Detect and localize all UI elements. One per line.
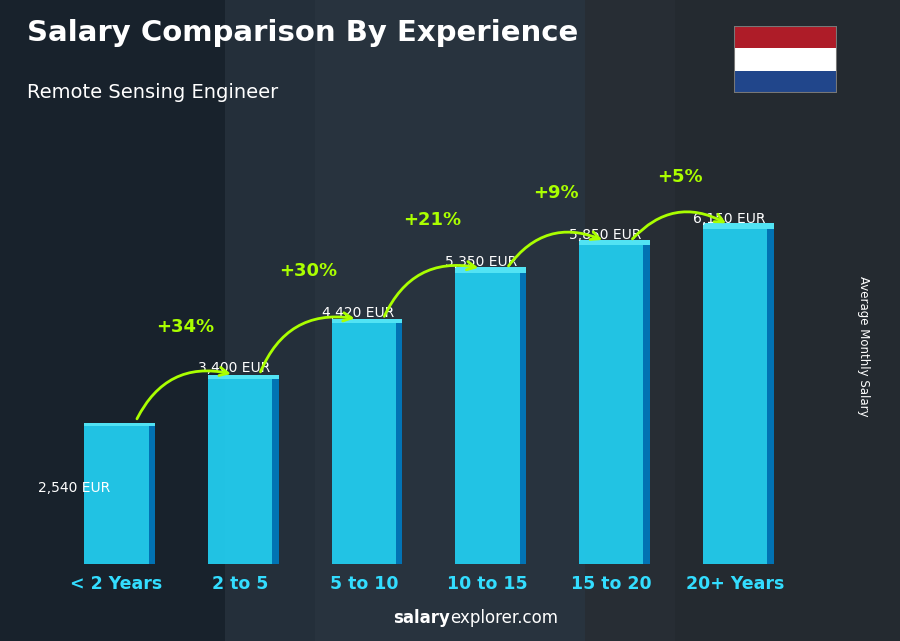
Bar [579,246,644,564]
Text: Average Monthly Salary: Average Monthly Salary [857,276,870,417]
Bar [85,426,148,564]
Text: +30%: +30% [279,262,338,280]
Text: +5%: +5% [657,168,702,186]
Bar [85,423,155,426]
Text: Salary Comparison By Experience: Salary Comparison By Experience [27,19,578,47]
Bar [734,71,837,93]
Text: 6,150 EUR: 6,150 EUR [692,212,765,226]
Text: +9%: +9% [533,184,579,202]
Bar [208,376,279,379]
Text: salary: salary [393,609,450,627]
Text: 5,350 EUR: 5,350 EUR [446,255,518,269]
Bar [734,48,837,71]
Bar [579,240,650,246]
Bar [519,272,526,564]
Bar [703,223,774,229]
Text: 2,540 EUR: 2,540 EUR [38,481,110,495]
Bar [273,379,279,564]
Bar [455,267,526,272]
Text: Remote Sensing Engineer: Remote Sensing Engineer [27,83,278,103]
Bar [767,229,774,564]
Text: +21%: +21% [403,212,461,229]
Bar [332,323,396,564]
Text: 3,400 EUR: 3,400 EUR [198,362,270,376]
Bar [208,379,273,564]
Text: 5,850 EUR: 5,850 EUR [569,228,642,242]
Text: +34%: +34% [156,317,214,335]
Text: explorer.com: explorer.com [450,609,558,627]
Bar [455,272,519,564]
Bar [332,319,402,323]
Bar [148,426,155,564]
Bar [703,229,767,564]
Bar [644,246,650,564]
Bar [734,26,837,48]
Bar [396,323,402,564]
Text: 4,420 EUR: 4,420 EUR [321,306,394,320]
